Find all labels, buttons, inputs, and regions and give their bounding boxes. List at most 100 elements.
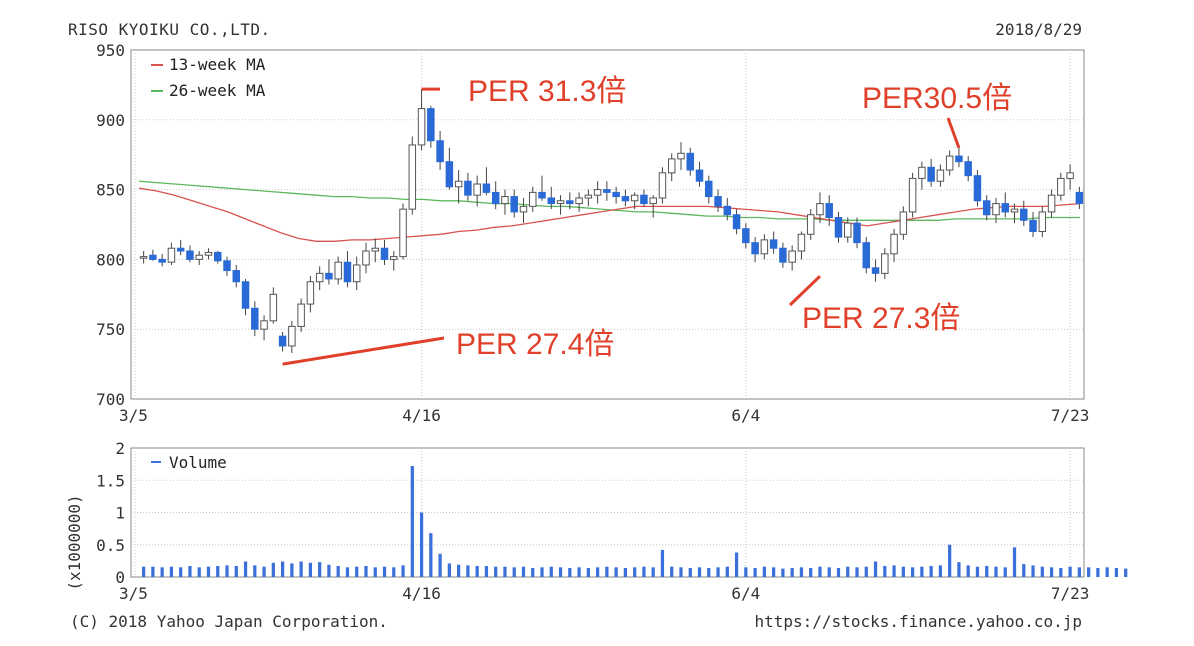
candle bbox=[760, 234, 769, 260]
volume-bar bbox=[299, 561, 303, 577]
candle-body bbox=[325, 272, 333, 280]
candle-body bbox=[1066, 172, 1074, 179]
candle bbox=[473, 175, 481, 207]
candle-body bbox=[899, 211, 908, 235]
candle-body bbox=[408, 144, 417, 210]
volume-bar bbox=[697, 567, 702, 577]
candle-body bbox=[278, 335, 287, 347]
volume-bar bbox=[753, 567, 757, 577]
candle-body bbox=[612, 191, 620, 198]
candle bbox=[871, 259, 880, 282]
candle bbox=[1075, 186, 1084, 210]
candle-body bbox=[139, 256, 148, 259]
candle bbox=[751, 237, 759, 263]
candle bbox=[621, 189, 630, 207]
volume-bar bbox=[234, 566, 238, 577]
candle bbox=[1029, 211, 1037, 238]
candle bbox=[352, 256, 361, 291]
candle-body bbox=[334, 261, 342, 280]
volume-bar bbox=[985, 566, 989, 577]
candle bbox=[806, 209, 815, 240]
volume-bar bbox=[901, 566, 905, 577]
candle bbox=[723, 197, 732, 221]
volume-bar bbox=[1059, 567, 1063, 577]
volume-bar bbox=[1077, 567, 1081, 577]
volume-bar bbox=[345, 567, 350, 577]
candle-body bbox=[464, 180, 472, 196]
candle bbox=[306, 276, 315, 313]
volume-bar bbox=[271, 562, 275, 577]
volume-bar bbox=[142, 566, 146, 577]
candle-body bbox=[436, 140, 444, 163]
candle bbox=[769, 231, 778, 254]
volume-bar bbox=[660, 549, 665, 577]
volume-bar bbox=[1012, 547, 1017, 577]
candle-body bbox=[1075, 191, 1084, 205]
candle bbox=[214, 251, 222, 264]
candle-body bbox=[797, 233, 806, 252]
candle bbox=[705, 175, 713, 204]
candle bbox=[695, 161, 704, 187]
candle bbox=[158, 253, 166, 267]
volume-bar bbox=[253, 565, 257, 577]
candle bbox=[908, 172, 917, 218]
volume-bar bbox=[558, 567, 563, 577]
candle-body bbox=[538, 191, 546, 199]
candle bbox=[649, 195, 657, 218]
candle-body bbox=[362, 250, 370, 266]
candle bbox=[204, 248, 213, 260]
volume-bar bbox=[873, 561, 878, 577]
candle-body bbox=[417, 108, 426, 146]
candle bbox=[343, 251, 352, 288]
volume-bar bbox=[966, 565, 970, 577]
volume-bar bbox=[809, 567, 813, 577]
candle-body bbox=[380, 247, 389, 260]
candle bbox=[529, 186, 537, 212]
candle bbox=[149, 249, 157, 261]
price-y-tick-label: 750 bbox=[96, 320, 125, 339]
candle bbox=[853, 217, 861, 249]
candle-body bbox=[473, 183, 481, 196]
candle-body bbox=[149, 254, 157, 260]
candle-body bbox=[686, 152, 694, 171]
volume-bar bbox=[827, 567, 831, 577]
volume-x-tick-label: 7/23 bbox=[1051, 584, 1090, 603]
volume-bar bbox=[373, 567, 377, 577]
candle bbox=[1066, 164, 1074, 190]
source-url[interactable]: https://stocks.finance.yahoo.co.jp bbox=[754, 612, 1082, 631]
candle bbox=[834, 211, 843, 243]
candle bbox=[714, 189, 722, 212]
candle-body bbox=[427, 108, 435, 142]
candle-body bbox=[1020, 208, 1028, 221]
volume-bar bbox=[243, 561, 248, 577]
candle bbox=[501, 189, 509, 215]
candle-body bbox=[214, 251, 222, 262]
candle-body bbox=[1010, 208, 1019, 213]
price-x-tick-label: 7/23 bbox=[1051, 406, 1090, 425]
volume-bar bbox=[225, 565, 229, 577]
candle-body bbox=[445, 161, 454, 188]
volume-bar bbox=[364, 566, 368, 577]
volume-bar bbox=[151, 566, 155, 577]
price-y-tick-label: 850 bbox=[96, 181, 125, 200]
volume-bar bbox=[1068, 566, 1072, 577]
per-annotation-label: PER 27.4倍 bbox=[456, 328, 614, 361]
volume-y-tick-label: 1.5 bbox=[96, 471, 125, 490]
candle-body bbox=[167, 247, 176, 263]
candle-body bbox=[825, 203, 833, 219]
volume-bar bbox=[1040, 566, 1044, 577]
volume-bar bbox=[790, 567, 794, 577]
candle-body bbox=[1001, 203, 1009, 213]
candle-body bbox=[223, 260, 231, 272]
volume-bar bbox=[855, 567, 859, 577]
candle-body bbox=[723, 205, 732, 216]
volume-bar bbox=[160, 567, 164, 577]
candle-body bbox=[510, 196, 518, 213]
volume-bar bbox=[948, 544, 952, 577]
volume-bar bbox=[651, 567, 655, 577]
volume-bar bbox=[577, 567, 581, 577]
volume-bar bbox=[494, 566, 498, 577]
volume-panel-frame bbox=[130, 447, 1085, 578]
candle-body bbox=[482, 183, 491, 193]
candle-body bbox=[806, 214, 815, 235]
